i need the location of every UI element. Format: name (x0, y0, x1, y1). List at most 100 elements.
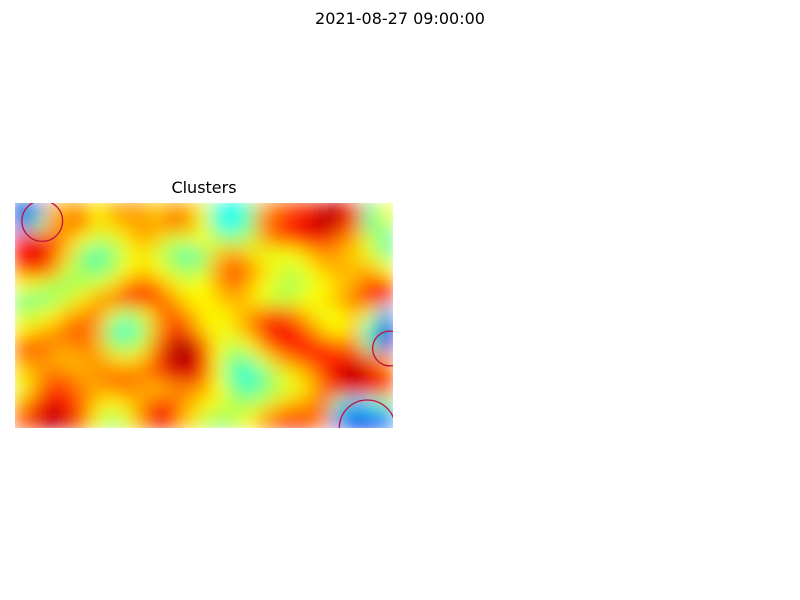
heatmap-cell (44, 307, 62, 324)
heatmap-cell (255, 247, 274, 264)
heatmap-cell (346, 203, 364, 219)
heatmap-cell (361, 203, 379, 219)
heatmap-cell (210, 262, 228, 279)
heatmap-cell (271, 203, 289, 219)
heatmap-cell (286, 262, 304, 279)
heatmap-cell (44, 232, 62, 249)
heatmap-cell (165, 382, 183, 399)
heatmap-cell (376, 217, 393, 234)
heatmap-cell (286, 217, 304, 234)
heatmap-cell (15, 397, 32, 414)
heatmap-cell (29, 307, 47, 324)
heatmap-cell (59, 412, 77, 428)
heatmap-cell (180, 337, 198, 354)
cluster-circle (21, 203, 64, 243)
heatmap-cell (225, 292, 243, 309)
heatmap-cell (240, 307, 258, 324)
cluster-circle (371, 330, 393, 367)
heatmap-cell (210, 203, 228, 219)
heatmap-cell (316, 367, 334, 384)
heatmap-cell (346, 397, 364, 414)
heatmap-cell (346, 337, 364, 354)
heatmap-cell (44, 262, 62, 279)
heatmap-cell (316, 382, 334, 399)
heatmap-cell (89, 232, 107, 249)
heatmap-cell (240, 322, 258, 339)
heatmap-cell (180, 382, 198, 399)
heatmap-cell (210, 277, 228, 294)
heatmap-cell (89, 367, 107, 384)
heatmap-cell (89, 262, 107, 279)
heatmap-cell (271, 262, 289, 279)
heatmap-cell (361, 217, 379, 234)
heatmap-cell (331, 262, 349, 279)
heatmap-cell (361, 352, 379, 369)
heatmap-cell (331, 322, 349, 339)
heatmap-cell (346, 277, 364, 294)
heatmap-cell (301, 262, 319, 279)
heatmap-cell (271, 367, 289, 384)
heatmap-cell (104, 337, 122, 354)
heatmap-cell (150, 217, 168, 234)
heatmap-cell (134, 397, 153, 414)
heatmap-cell (286, 277, 304, 294)
heatmap-cell (59, 382, 77, 399)
heatmap-cell (180, 232, 198, 249)
heatmap-cell (165, 307, 183, 324)
heatmap-cell (346, 217, 364, 234)
heatmap-cell (225, 203, 243, 219)
heatmap-cell (286, 232, 304, 249)
heatmap-cell (331, 292, 349, 309)
heatmap-cell (316, 412, 334, 428)
heatmap-cell (286, 307, 304, 324)
heatmap-cell (271, 247, 289, 264)
heatmap-cell (331, 382, 349, 399)
heatmap-cell (74, 307, 92, 324)
heatmap-cell (44, 352, 62, 369)
heatmap-cell (44, 337, 62, 354)
heatmap-cell (225, 352, 243, 369)
heatmap-cell (119, 277, 137, 294)
heatmap-cell (119, 367, 137, 384)
heatmap-cell (104, 203, 122, 219)
heatmap-cell (255, 203, 274, 219)
heatmap-cell (316, 337, 334, 354)
heatmap-cell (150, 307, 168, 324)
heatmap-cell (225, 337, 243, 354)
heatmap-cell (255, 352, 274, 369)
heatmap-cell (316, 352, 334, 369)
heatmap-cell (255, 217, 274, 234)
heatmap-cell (29, 217, 47, 234)
heatmap-cell (134, 292, 153, 309)
heatmap-cell (271, 217, 289, 234)
heatmap-cell (210, 232, 228, 249)
heatmap-cell (301, 382, 319, 399)
heatmap-cell (301, 367, 319, 384)
heatmap-cell (271, 397, 289, 414)
heatmap-cell (44, 217, 62, 234)
heatmap-cell (346, 322, 364, 339)
heatmap-cell (195, 307, 213, 324)
heatmap-cell (119, 382, 137, 399)
heatmap-cell (104, 352, 122, 369)
heatmap-cell (15, 217, 32, 234)
heatmap-cell (225, 277, 243, 294)
heatmap-cell (255, 337, 274, 354)
heatmap-cell (89, 217, 107, 234)
heatmap-cell (346, 412, 364, 428)
heatmap-cell (331, 397, 349, 414)
heatmap-cell (59, 247, 77, 264)
heatmap-cell (104, 397, 122, 414)
heatmap-cell (180, 322, 198, 339)
heatmap-cell (195, 337, 213, 354)
heatmap-cell (331, 247, 349, 264)
heatmap-cell (150, 277, 168, 294)
heatmap-cell (240, 217, 258, 234)
heatmap-cell (286, 322, 304, 339)
heatmap-cell (89, 397, 107, 414)
heatmap-cell (150, 337, 168, 354)
heatmap-cell (286, 382, 304, 399)
heatmap-cell (316, 277, 334, 294)
heatmap-cell (240, 262, 258, 279)
heatmap-cell (134, 337, 153, 354)
